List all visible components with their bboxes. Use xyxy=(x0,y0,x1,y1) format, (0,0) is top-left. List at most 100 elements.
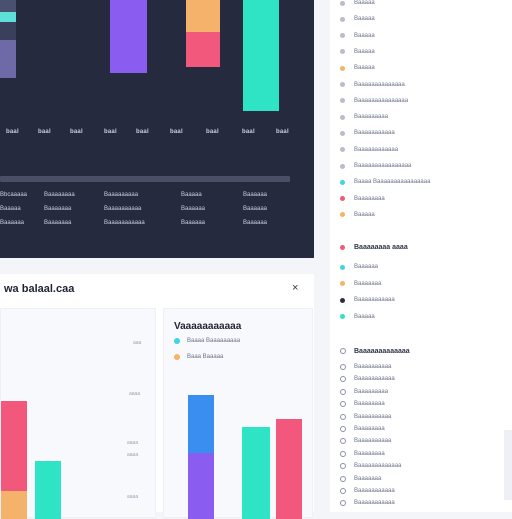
dark-table-cell: Baaaaaaaaaaa xyxy=(104,220,145,226)
dark-table-header: Baaaaaaaa xyxy=(44,192,75,198)
status-dot-icon xyxy=(340,147,345,153)
chart-bar-lilac xyxy=(0,40,16,78)
chart-bar-cyan-strip xyxy=(0,12,16,22)
circle-icon xyxy=(340,376,346,383)
side-list-item[interactable]: Baaaaa xyxy=(340,63,375,73)
status-dot-icon xyxy=(340,130,345,136)
side-section2-item[interactable]: Baaaaaaaaaaa xyxy=(340,374,395,384)
side-section-item[interactable]: Baaaaaaaaaaa xyxy=(340,295,395,305)
side-list-item-label: Baaaaa xyxy=(354,48,375,55)
side-list-item[interactable]: Baaaaaaaaaaaaaaaa xyxy=(340,161,411,171)
side-list-item[interactable]: Baaaaaaaaaaaaaaa xyxy=(340,96,408,106)
status-dot-icon xyxy=(340,33,345,39)
y-tick-label: aaa xyxy=(133,340,142,346)
side-section2-item[interactable]: Baaaaaaaaaaaaa xyxy=(340,461,401,471)
side-list-item[interactable]: Baaaaaaaaaaa xyxy=(340,128,395,138)
chart-bar-teal xyxy=(243,0,279,111)
close-icon[interactable]: × xyxy=(292,282,299,294)
side-list-item[interactable]: Baaaaaaaaa xyxy=(340,112,388,122)
side-section-title: Baaaaaaaa aaaa xyxy=(340,242,408,252)
vertical-scrollbar[interactable] xyxy=(504,430,512,500)
side-section2-item[interactable]: Baaaaaaaaaaa xyxy=(340,486,395,496)
x-tick-label: baal xyxy=(170,129,183,135)
circle-icon xyxy=(340,488,346,494)
circle-icon xyxy=(340,450,346,457)
side-section2-item[interactable]: Baaaaaaa xyxy=(340,474,381,484)
side-section2-item-label: Baaaaaaaaaaa xyxy=(354,500,395,507)
side-section-item[interactable]: Baaaaaa xyxy=(340,262,378,272)
side-section2-item-label: Baaaaaaaaaa xyxy=(354,364,392,370)
dark-chart-panel: baal baal baal baal baal baal baal baal baal Bbc… xyxy=(0,0,314,258)
side-list-item[interactable]: Baaaaaaaaaaaa xyxy=(340,145,398,155)
section-dot-icon xyxy=(340,244,345,250)
status-dot-icon xyxy=(340,82,345,87)
status-dot-icon xyxy=(340,196,345,202)
side-list-item[interactable]: Baaaaaaaaaaaaaa xyxy=(340,80,405,90)
circle-icon xyxy=(340,348,346,354)
dark-table-col-3: Baaaaaaaaa Baaaaaaaaaa Baaaaaaaaaaa xyxy=(104,188,145,230)
dark-table-cell: Baaaaaaa xyxy=(44,220,72,226)
side-section2-item-label: Baaaaaaaa xyxy=(354,450,385,457)
circle-icon xyxy=(340,500,346,507)
dark-table-col-5: Baaaaaa Baaaaaa Baaaaaa xyxy=(243,188,267,230)
side-list-item[interactable]: Baaaaa xyxy=(340,47,375,57)
chart-card-left: aaa aaaa aaaa aaaa aaaa xyxy=(0,308,156,519)
x-tick-label: baal xyxy=(38,129,51,135)
y-tick-label: aaaa xyxy=(127,452,139,458)
chart-bar-pink xyxy=(276,419,302,519)
side-list-item[interactable]: Baaaaa xyxy=(340,14,375,24)
side-section2-item[interactable]: Baaaaaaaaaa xyxy=(340,436,391,446)
side-list-item-label: Baaaaa xyxy=(354,211,375,218)
x-tick-label: baal xyxy=(6,129,19,135)
status-dot-icon xyxy=(340,49,345,55)
x-tick-label: baal xyxy=(276,129,289,135)
side-section2-item[interactable]: Baaaaaaaa xyxy=(340,399,385,409)
side-section-item[interactable]: Baaaaa xyxy=(340,312,375,322)
side-section2-item[interactable]: Baaaaaaaaaaa xyxy=(340,498,395,508)
side-section2-item[interactable]: Baaaaaaaaa xyxy=(340,387,388,397)
chart-bar-slate xyxy=(0,0,16,12)
side-list-item[interactable]: Baaaaa xyxy=(340,31,375,41)
chart-bar-pink xyxy=(1,401,27,491)
status-dot-icon xyxy=(340,179,345,185)
side-section-item[interactable]: Baaaaaaa xyxy=(340,279,381,289)
dark-table-header: Baaaaaaaaa xyxy=(104,192,139,198)
status-dot-icon xyxy=(340,0,345,6)
side-panel: Baaaaa Baaaaa Baaaaa Baaaaa Baaaaa Baaaaaaaaa… xyxy=(330,0,512,512)
x-tick-label: baal xyxy=(104,129,117,135)
side-section2-item-label: Baaaaaaaa xyxy=(354,401,385,408)
side-section2-item[interactable]: Baaaaaaaaaa xyxy=(340,412,391,422)
status-dot-icon xyxy=(340,281,345,286)
status-dot-icon xyxy=(340,98,345,104)
side-list-item[interactable]: Baaaa Baaaaaaaaaaaaaaaa xyxy=(340,177,430,187)
side-section2-item[interactable]: Baaaaaaaaaa xyxy=(340,362,391,372)
side-section2-item-label: Baaaaaaaaaaa xyxy=(354,488,395,494)
dark-table-col-4: Baaaaa Baaaaaa Baaaaaa xyxy=(181,188,205,230)
dark-table-cell: Baaaaaa xyxy=(181,220,206,226)
dark-table-cell: Baaaaaa xyxy=(243,220,268,226)
legend-label: Baaa Baaaaa xyxy=(187,354,224,360)
x-tick-label: baal xyxy=(206,129,219,135)
side-list-item[interactable]: Baaaaaaaa xyxy=(340,194,385,204)
side-list-item-label: Baaaaaaaaaaa xyxy=(354,130,395,137)
status-dot-icon xyxy=(340,297,345,303)
horizontal-scrollbar[interactable] xyxy=(0,176,290,182)
side-section2-item-label: Baaaaaaaaa xyxy=(354,388,389,395)
chart-bar-gap xyxy=(0,22,16,40)
y-tick-label: aaaa xyxy=(127,494,139,500)
side-section-title-label: Baaaaaaaa aaaa xyxy=(354,243,408,251)
circle-icon xyxy=(340,426,346,432)
side-list-item[interactable]: Baaaaa xyxy=(340,0,375,8)
legend-label: Baaaa Baaaaaaaaa xyxy=(187,338,241,344)
dialog-title: wa balaal.caa xyxy=(4,283,75,295)
side-section-item-label: Baaaaaaaaaaa xyxy=(354,297,395,303)
side-section2-item[interactable]: Baaaaaaaa xyxy=(340,424,385,434)
dark-table-header: Baaaaaa xyxy=(243,192,268,198)
side-list-item[interactable]: Baaaaa xyxy=(340,210,375,220)
dark-table-header: Bbcaaaaa xyxy=(0,192,28,198)
dark-table-col-2: Baaaaaaaa Baaaaaaa Baaaaaaa xyxy=(44,188,75,230)
chart-bar-orange xyxy=(186,0,220,32)
circle-icon xyxy=(340,364,346,370)
dark-table-cell: Baaaaaaaaaa xyxy=(104,206,142,212)
side-section2-item[interactable]: Baaaaaaaa xyxy=(340,449,385,459)
